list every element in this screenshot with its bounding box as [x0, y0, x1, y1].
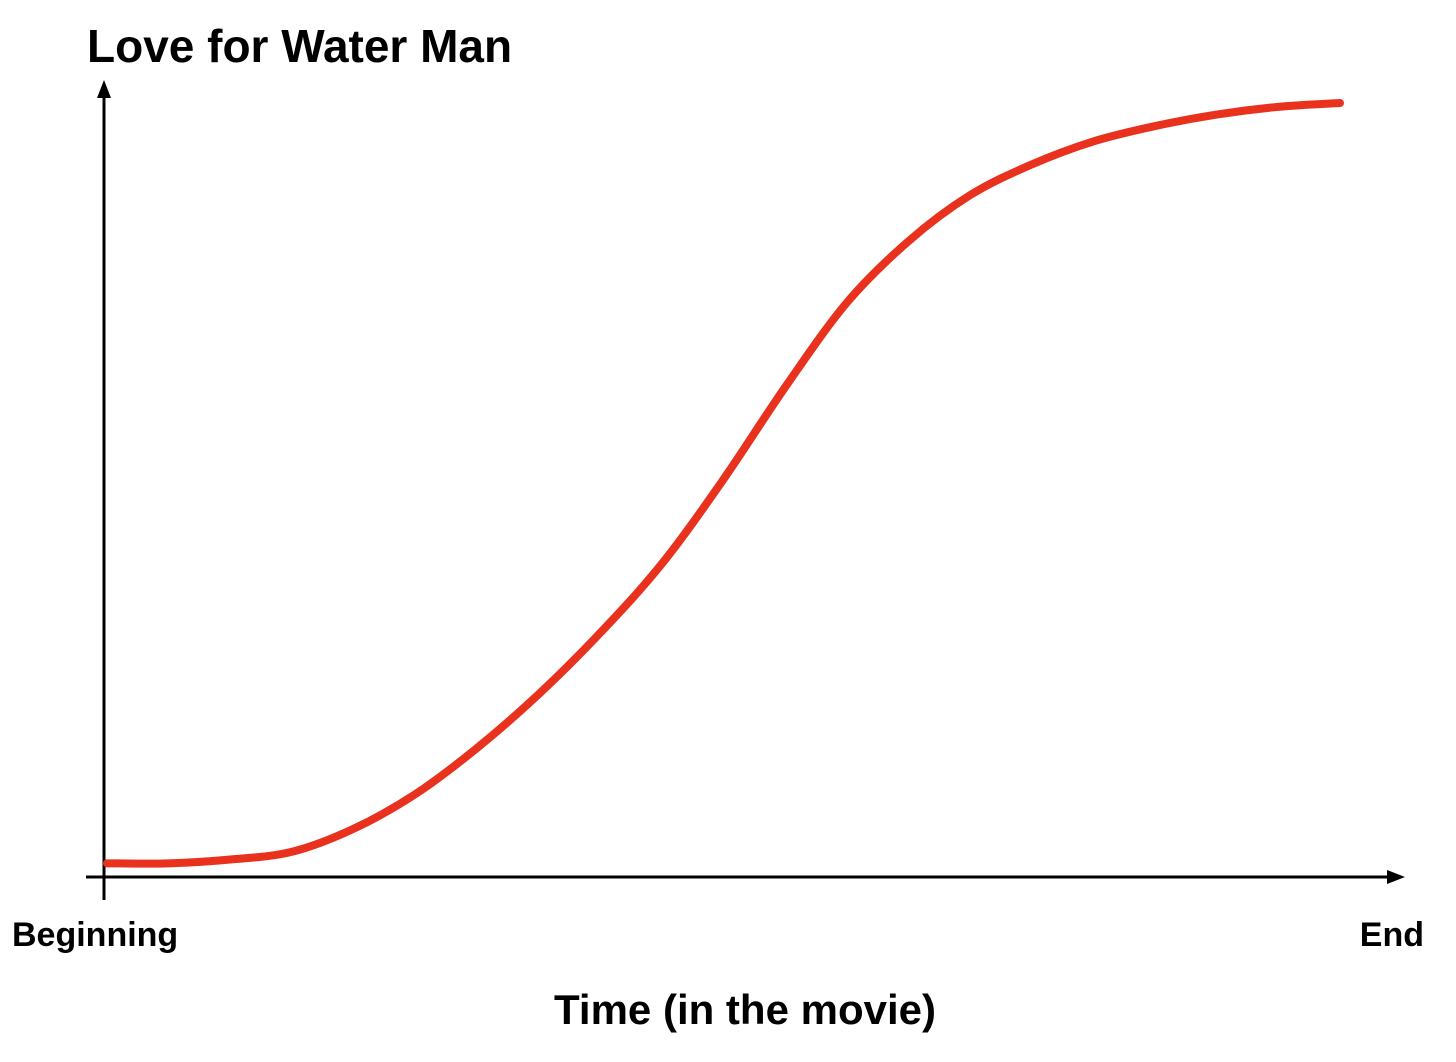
x-axis-arrow	[1387, 870, 1405, 884]
series-layer	[103, 99, 1344, 868]
y-axis-arrow	[97, 80, 111, 98]
x-tick-label-end: End	[1360, 916, 1424, 954]
y-axis-title: Love for Water Man	[87, 20, 512, 72]
x-axis-title: Time (in the movie)	[554, 986, 936, 1033]
series-line-0	[103, 99, 1344, 868]
x-tick-label-beginning: Beginning	[12, 916, 178, 954]
